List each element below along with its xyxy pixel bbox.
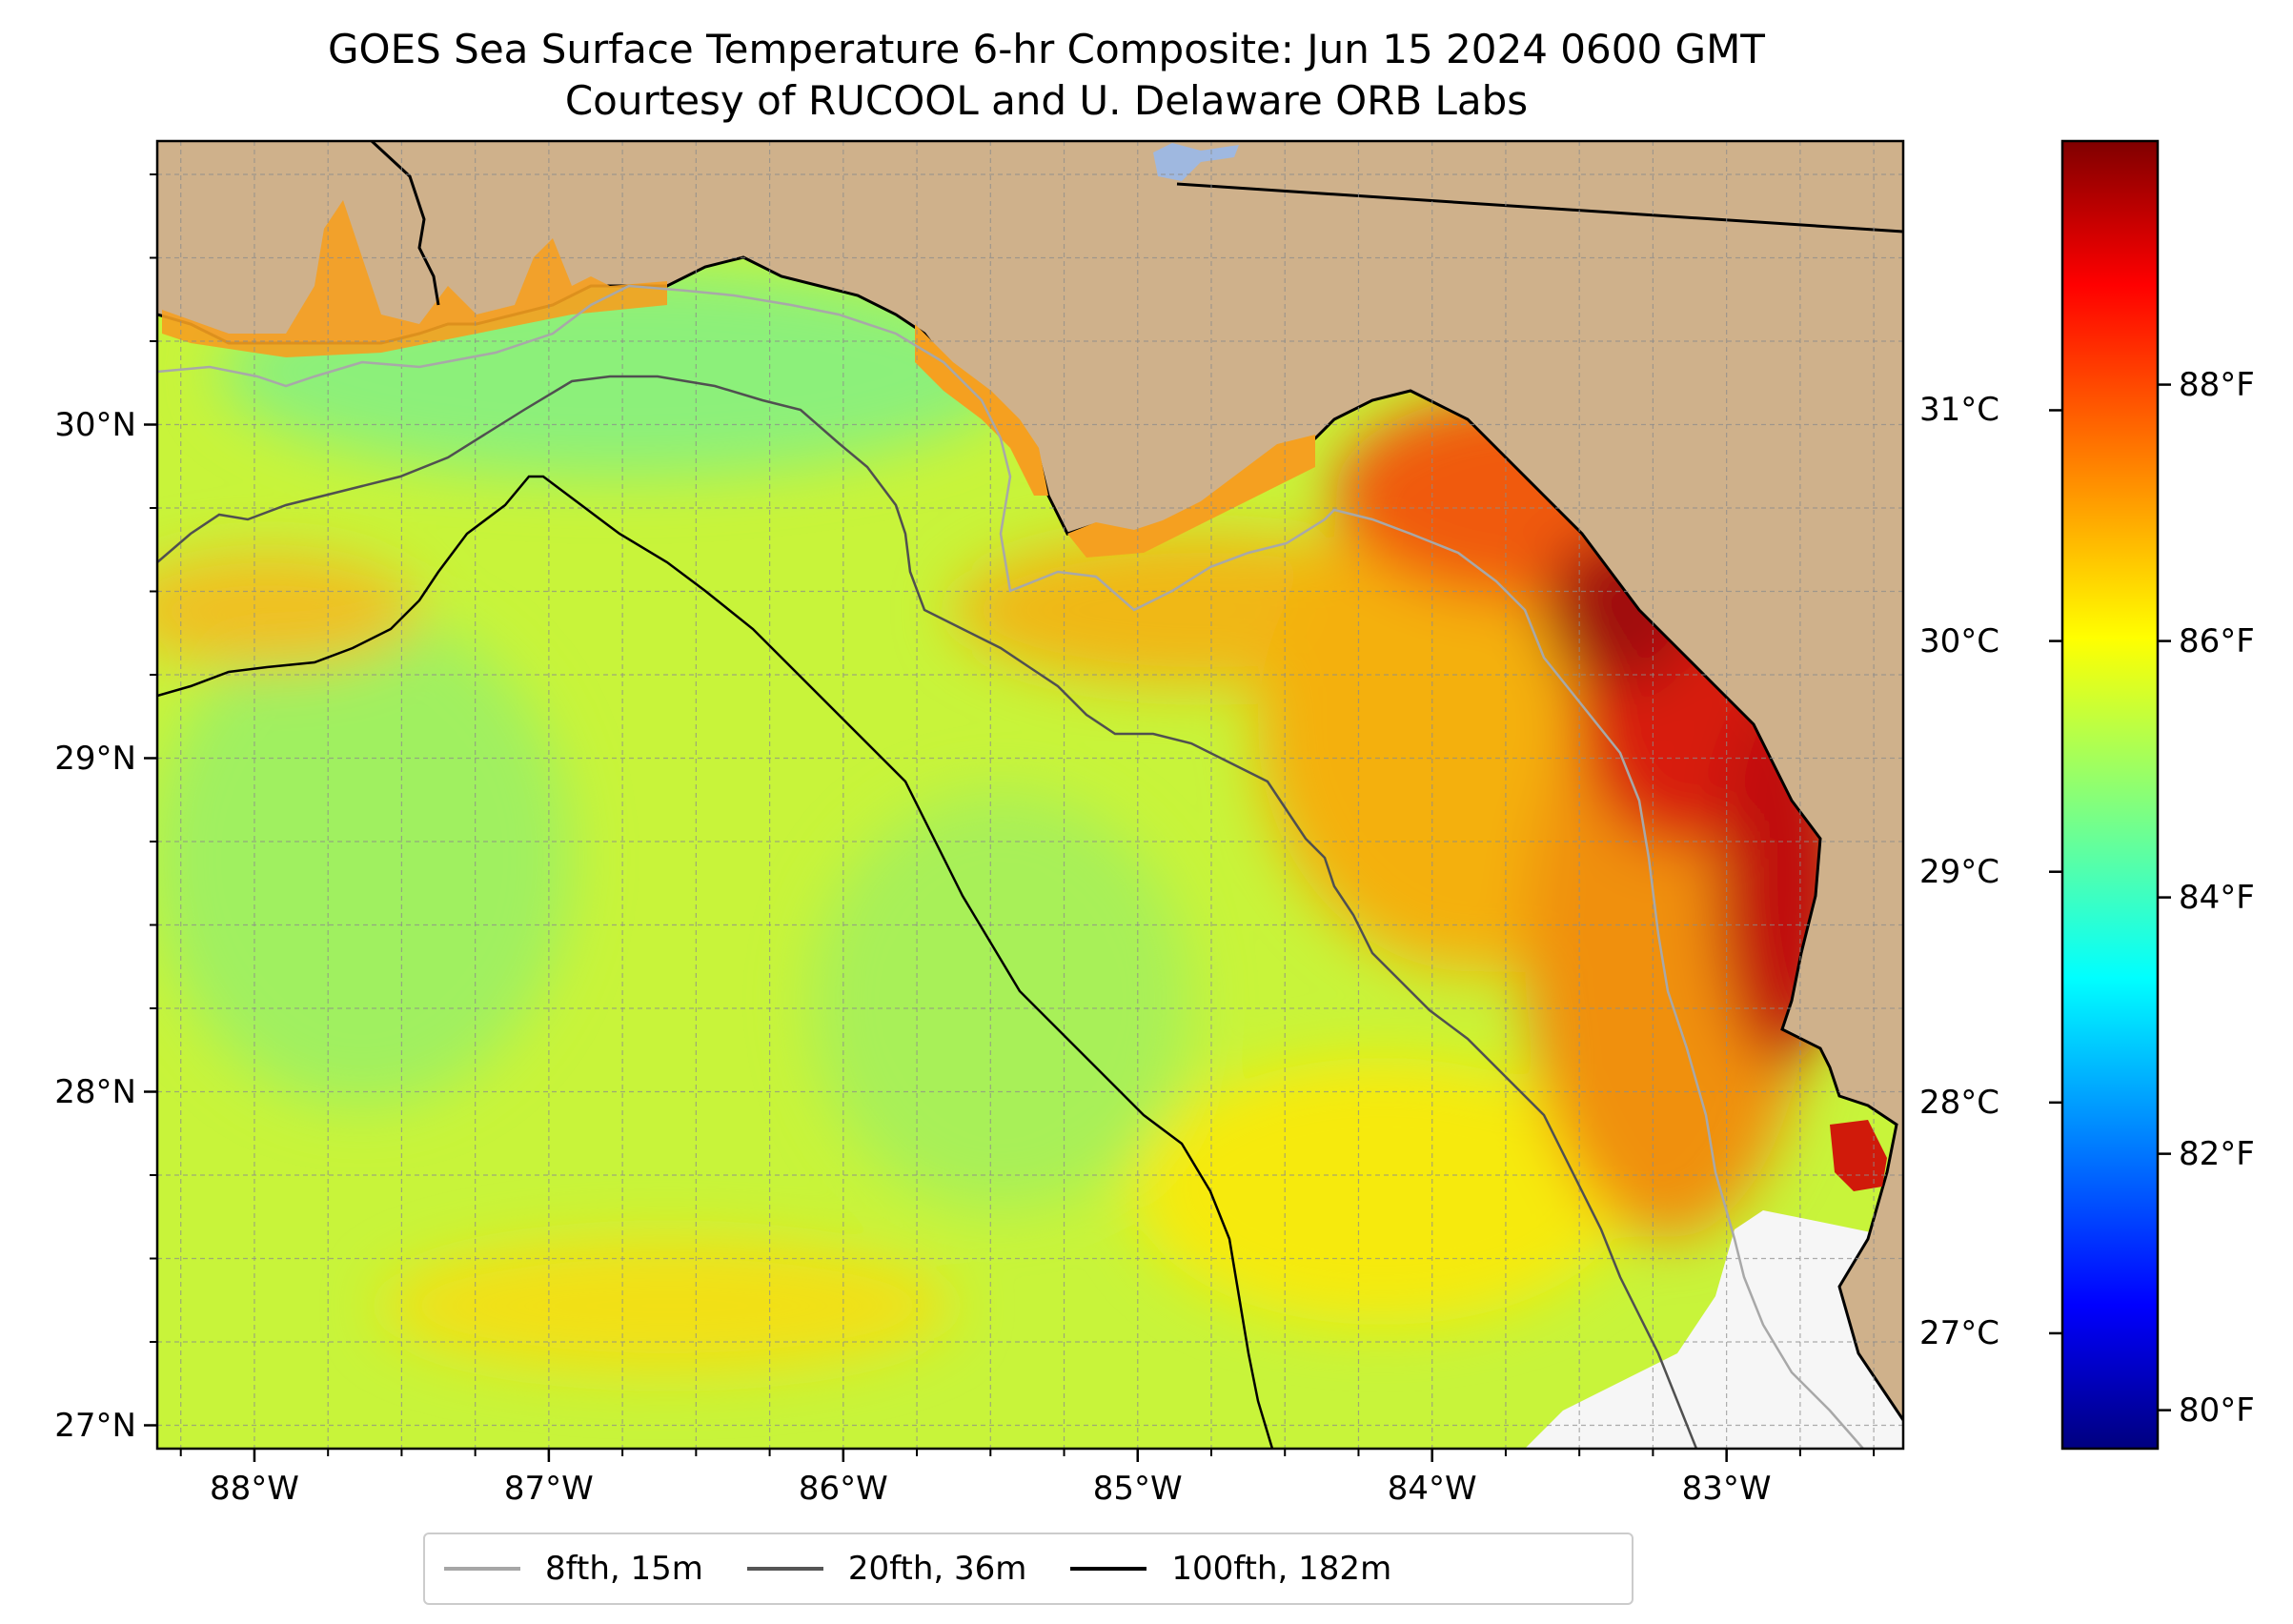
celsius-tick-label: 28°C xyxy=(1919,1083,2000,1122)
lon-tick-label: 85°W xyxy=(1092,1470,1183,1508)
river-line xyxy=(370,141,440,306)
sst-warm-patch xyxy=(157,553,419,667)
lat-tick-label: 30°N xyxy=(54,405,136,444)
coastal-warm-fringe xyxy=(162,200,667,357)
celsius-tick-label: 30°C xyxy=(1919,621,2000,660)
sst-warm-patch xyxy=(381,1239,953,1372)
legend-label-100fth: 100fth, 182m xyxy=(1171,1550,1392,1588)
celsius-tick-label: 31°C xyxy=(1919,391,2000,430)
sst-cool-patch xyxy=(157,610,572,1106)
sst-cool-patch xyxy=(810,791,1191,1210)
map-frame xyxy=(155,139,1905,1451)
map-tick-marks xyxy=(144,173,1876,1462)
legend-item-100fth: 100fth, 182m xyxy=(1070,1550,1391,1588)
lon-tick-label: 87°W xyxy=(503,1470,594,1508)
isobath-100fth xyxy=(157,475,1274,1449)
lon-tick-label: 86°W xyxy=(798,1470,888,1508)
fahrenheit-tick-label: 86°F xyxy=(2179,621,2255,660)
lon-tick-label: 83°W xyxy=(1681,1470,1772,1508)
fahrenheit-tick-label: 88°F xyxy=(2179,365,2255,404)
legend-swatch-8fth xyxy=(444,1567,520,1571)
legend-swatch-100fth xyxy=(1070,1567,1147,1571)
lat-tick-label: 29°N xyxy=(54,739,136,778)
lat-tick-label: 28°N xyxy=(54,1072,136,1111)
lat-lon-grid xyxy=(157,141,1903,1449)
legend-item-20fth: 20fth, 36m xyxy=(746,1550,1027,1588)
lat-tick-label: 27°N xyxy=(54,1406,136,1445)
colorbar xyxy=(2060,139,2160,1451)
colorbar-tick-marks xyxy=(2049,383,2171,1411)
isobath-20fth xyxy=(157,375,1698,1449)
legend-label-8fth: 8fth, 15m xyxy=(545,1550,703,1588)
legend-label-20fth: 20fth, 36m xyxy=(847,1550,1027,1588)
lake xyxy=(1153,143,1239,181)
legend-item-8fth: 8fth, 15m xyxy=(444,1550,703,1588)
lon-tick-label: 84°W xyxy=(1387,1470,1477,1508)
fahrenheit-tick-label: 80°F xyxy=(2179,1391,2255,1430)
lon-tick-label: 88°W xyxy=(209,1470,299,1508)
state-boundary xyxy=(1176,182,1903,233)
estuary-hot-spot xyxy=(1830,1120,1887,1191)
isobath-legend: 8fth, 15m 20fth, 36m 100fth, 182m xyxy=(423,1533,1634,1605)
fahrenheit-tick-label: 84°F xyxy=(2179,878,2255,917)
fahrenheit-tick-label: 82°F xyxy=(2179,1134,2255,1173)
map-subtitle: Courtesy of RUCOOL and U. Delaware ORB L… xyxy=(564,77,1529,124)
isobath-8fth xyxy=(157,284,1864,1449)
map-title: GOES Sea Surface Temperature 6-hr Compos… xyxy=(328,26,1765,72)
celsius-tick-label: 27°C xyxy=(1919,1313,2000,1352)
celsius-tick-label: 29°C xyxy=(1919,852,2000,891)
map-area xyxy=(157,141,1903,1449)
legend-swatch-20fth xyxy=(746,1567,823,1571)
coastal-warm-fringe xyxy=(1067,435,1315,558)
